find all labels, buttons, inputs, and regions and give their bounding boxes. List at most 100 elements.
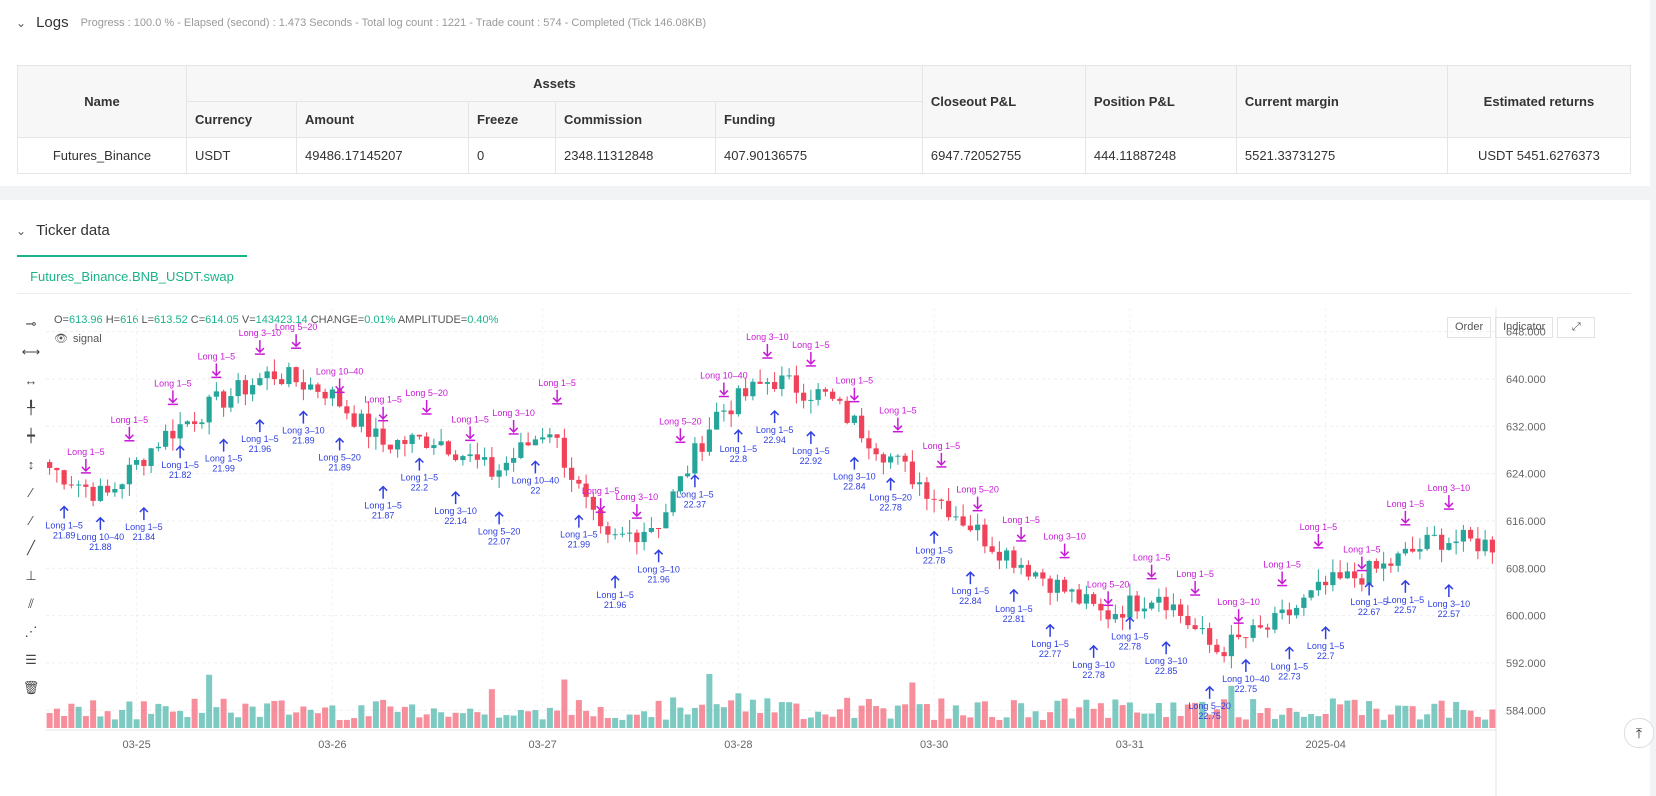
entry-price: 21.89 <box>292 436 315 446</box>
volume-bar <box>1380 719 1387 728</box>
entry-arrowhead <box>1045 623 1055 630</box>
ticker-header[interactable]: ⌄ Ticker data <box>16 222 110 239</box>
col-margin: Current margin <box>1235 65 1448 138</box>
scroll-top-button[interactable]: ⤒ <box>1624 718 1654 748</box>
chevron-down-icon[interactable]: ⌄ <box>16 15 27 30</box>
cell-closeout: 6947.72052755 <box>921 137 1086 174</box>
entry-arrowhead <box>494 511 504 517</box>
trend-line-icon[interactable]: ⁄ <box>29 484 33 500</box>
candle-body <box>1257 625 1263 628</box>
fib-channel-icon[interactable]: ⋰ <box>24 624 38 639</box>
volume-bar <box>916 704 923 728</box>
volume-bar <box>264 703 271 728</box>
fib-levels-icon[interactable]: ☰ <box>25 652 37 667</box>
candle-body <box>431 445 437 448</box>
candle-body <box>68 484 74 486</box>
volume-bar <box>1039 719 1046 728</box>
exit-label: Long 5–20 <box>659 416 702 426</box>
volume-bar <box>452 712 459 728</box>
volume-bar <box>902 704 909 728</box>
volume-bar <box>1358 715 1365 728</box>
candle-body <box>1352 571 1358 579</box>
cell-currency: USDT <box>186 137 297 174</box>
entry-arrowhead <box>1089 644 1099 651</box>
volume-bar <box>1177 715 1184 728</box>
volume-bar <box>1112 699 1119 728</box>
candlestick-chart[interactable]: 648.000 640.000 632.000 624.000 616.000 608.0… <box>46 308 1576 796</box>
indicator-button[interactable]: Indicator <box>1495 317 1554 338</box>
eye-icon[interactable]: 👁 <box>54 333 68 345</box>
volume-value: 143423.14 <box>255 314 308 326</box>
col-currency: Currency <box>186 101 297 138</box>
exit-arrowhead <box>378 414 388 420</box>
segment-line-icon[interactable]: ╱ <box>27 540 35 555</box>
volume-bar <box>873 706 880 728</box>
fullscreen-icon[interactable]: ⤢ <box>1557 317 1596 338</box>
volume-bar <box>271 700 278 728</box>
candle-body <box>1214 644 1220 653</box>
volume-bar <box>1170 702 1177 728</box>
volume-bar <box>517 710 524 728</box>
price-line-icon[interactable]: ⊥ <box>25 568 37 583</box>
amplitude-label: AMPLITUDE= <box>397 314 468 326</box>
cell-amount: 49486.17145207 <box>296 137 469 174</box>
ticker-title: Ticker data <box>36 222 110 239</box>
entry-arrowhead <box>1284 646 1294 652</box>
trash-icon[interactable]: 🗑 <box>22 680 40 695</box>
volume-bar <box>75 706 82 728</box>
horizontal-segment-icon[interactable]: ↔ <box>24 372 38 388</box>
vertical-segment-icon[interactable]: ↕ <box>27 456 35 472</box>
candle-body <box>808 399 814 401</box>
volume-bar <box>793 703 800 728</box>
exit-arrowhead <box>211 370 221 377</box>
parallel-line-icon[interactable]: ⫽ <box>28 596 34 611</box>
entry-price: 22.07 <box>488 536 511 546</box>
volume-bar <box>336 719 343 728</box>
entry-price: 22.8 <box>730 454 748 464</box>
exit-arrowhead <box>81 466 91 472</box>
signal-legend[interactable]: 👁 signal <box>54 332 102 346</box>
exit-label: Long 3–10 <box>616 492 659 502</box>
volume-bar <box>677 707 684 728</box>
volume-bar <box>445 716 452 728</box>
candle-body <box>728 410 734 415</box>
volume-bar <box>155 703 162 728</box>
candle-body <box>315 384 321 392</box>
entry-arrowhead <box>414 457 424 464</box>
entry-price: 22.2 <box>411 483 429 493</box>
vertical-line-icon[interactable]: ┿ <box>27 428 35 443</box>
tab-bnb-usdt-swap[interactable]: Futures_Binance.BNB_USDT.swap <box>17 255 247 295</box>
horizontal-line-icon[interactable]: ⟷ <box>21 344 41 359</box>
volume-bar <box>945 718 952 728</box>
candle-body <box>1069 589 1075 592</box>
entry-price: 22.67 <box>1358 607 1381 617</box>
vertical-ray-icon[interactable]: ╀ <box>27 400 35 415</box>
x-tick-label: 03-26 <box>318 739 346 751</box>
candle-body <box>590 496 596 510</box>
candle-body <box>1228 634 1234 657</box>
entry-arrowhead <box>849 456 859 463</box>
candle-body <box>1076 589 1082 604</box>
volume-bar <box>1351 699 1358 728</box>
candle-body <box>482 457 488 460</box>
candle-body <box>540 437 546 440</box>
candle-body <box>402 440 408 445</box>
logs-header[interactable]: ⌄ Logs Progress : 100.0 % - Elapsed (sec… <box>16 14 706 31</box>
candle-body <box>1004 550 1010 561</box>
volume-bar <box>496 717 503 728</box>
exit-label: Long 1–5 <box>1133 553 1171 563</box>
candle-body <box>134 459 140 465</box>
exit-arrowhead <box>291 341 301 348</box>
volume-bar <box>329 705 336 728</box>
chevron-down-icon[interactable]: ⌄ <box>16 223 27 238</box>
horizontal-ray-icon[interactable]: ⊸ <box>25 316 37 331</box>
entry-label: Long 1–5 <box>560 530 598 540</box>
ray-line-icon[interactable]: ∕ <box>29 512 33 528</box>
x-tick-label: 03-28 <box>724 739 752 751</box>
volume-bar <box>1083 699 1090 728</box>
entry-price: 21.88 <box>89 542 112 552</box>
exit-label: Long 1–5 <box>1263 560 1301 570</box>
candle-body <box>583 483 589 497</box>
exit-arrowhead <box>1060 551 1070 557</box>
order-button[interactable]: Order <box>1447 317 1492 338</box>
